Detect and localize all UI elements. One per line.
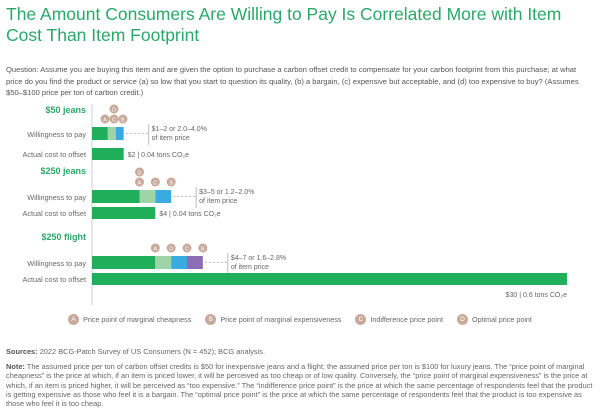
price-point-badge-label: B — [121, 117, 125, 123]
price-point-badge-label: A — [103, 117, 107, 123]
legend: A Price point of marginal cheapness B Pric… — [0, 314, 600, 325]
actual-cost-bar — [92, 207, 156, 219]
sources-label: Sources: — [6, 347, 38, 356]
group-title: $50 jeans — [45, 105, 86, 115]
wtp-segment-green — [92, 256, 156, 269]
wtp-range-label: of item price — [152, 135, 190, 142]
badge-c-icon: C — [355, 314, 367, 325]
wtp-range-label: $1–2 or 2.0–4.0% — [152, 126, 207, 133]
price-point-badge-label: C — [112, 117, 116, 123]
wtp-segment-light_green — [155, 256, 172, 269]
price-point-badge-label: D — [112, 107, 116, 113]
wtp-segment-green — [92, 190, 140, 203]
price-point-badge-d — [109, 104, 119, 114]
wtp-segment-light_green — [107, 127, 116, 140]
legend-item-d: D Optimal price point — [457, 314, 532, 325]
price-point-badge-label: C — [153, 180, 157, 186]
survey-question: Question: Assume you are buying this ite… — [6, 65, 579, 97]
price-point-badge-a — [150, 243, 160, 253]
sources-text: 2022 BCG-Patch Survey of US Consumers (N… — [37, 347, 265, 356]
actual-cost-bar — [92, 148, 124, 160]
wtp-segment-purple — [187, 256, 203, 269]
price-point-badge-b — [198, 243, 208, 253]
actual-cost-label: $4 | 0.04 tons CO₂e — [159, 211, 220, 218]
wtp-range-label: $4–7 or 1.6–2.8% — [231, 255, 286, 262]
wtp-range-label: of item price — [231, 264, 269, 271]
badge-b-icon: B — [205, 314, 217, 325]
wtp-segment-light_green — [139, 190, 156, 203]
legend-item-c: C Indifference price point — [355, 314, 443, 325]
price-point-badge-b — [118, 114, 128, 124]
wtp-range-label: of item price — [199, 198, 237, 205]
legend-label: Price point of marginal cheapness — [83, 315, 192, 324]
row-label-actual: Actual cost to offset — [22, 150, 86, 159]
group-title: $250 jeans — [40, 166, 86, 176]
row-label-actual: Actual cost to offset — [22, 209, 86, 218]
note-label: Note: — [6, 362, 25, 371]
price-point-badge-a — [100, 114, 110, 124]
price-point-badge-label: D — [169, 246, 173, 252]
price-point-badge-c — [150, 177, 160, 187]
wtp-segment-blue — [155, 190, 172, 203]
legend-label: Indifference price point — [370, 315, 443, 324]
legend-label: Price point of marginal expensiveness — [220, 315, 342, 324]
price-point-badge-c — [109, 114, 119, 124]
price-point-badge-label: B — [169, 180, 173, 186]
price-point-badge-a — [135, 177, 144, 187]
note: Note: The assumed price per ton of carbo… — [6, 362, 596, 408]
row-label-wtp: Willingness to pay — [27, 193, 86, 202]
wtp-segment-green — [92, 127, 108, 140]
price-point-badge-c — [182, 243, 192, 253]
legend-label: Optimal price point — [472, 315, 532, 324]
wtp-segment-blue — [115, 127, 124, 140]
wtp-range-label: $3–5 or 1.2–2.0% — [199, 189, 254, 196]
wtp-segment-blue — [171, 256, 187, 269]
price-point-badge-d — [135, 167, 144, 177]
badge-a-icon: A — [68, 314, 80, 325]
note-text: The assumed price per ton of carbon offs… — [6, 362, 593, 409]
row-label-wtp: Willingness to pay — [27, 259, 86, 268]
group-title: $250 flight — [41, 232, 86, 242]
badge-d-icon: D — [457, 314, 468, 325]
row-label-actual: Actual cost to offset — [22, 275, 86, 284]
price-point-badge-label: A — [153, 246, 157, 252]
legend-item-a: A Price point of marginal cheapness — [68, 314, 191, 325]
actual-cost-bar — [92, 273, 567, 285]
price-point-badge-b — [166, 177, 176, 187]
actual-cost-label: $2 | 0.04 tons CO₂e — [128, 152, 189, 159]
legend-item-b: B Price point of marginal expensiveness — [205, 314, 341, 325]
price-point-badge-label: C — [185, 246, 189, 252]
price-point-badge-d — [166, 243, 176, 253]
price-point-badge-label: A — [138, 180, 142, 186]
sources: Sources: 2022 BCG-Patch Survey of US Con… — [6, 347, 265, 356]
actual-cost-label: $30 | 0.6 tons CO₂e — [506, 292, 567, 299]
price-point-badge-label: D — [138, 170, 142, 176]
row-label-wtp: Willingness to pay — [27, 130, 86, 139]
chart-title: The Amount Consumers Are Willing to Pay … — [6, 4, 562, 45]
price-point-badge-label: B — [201, 246, 205, 252]
